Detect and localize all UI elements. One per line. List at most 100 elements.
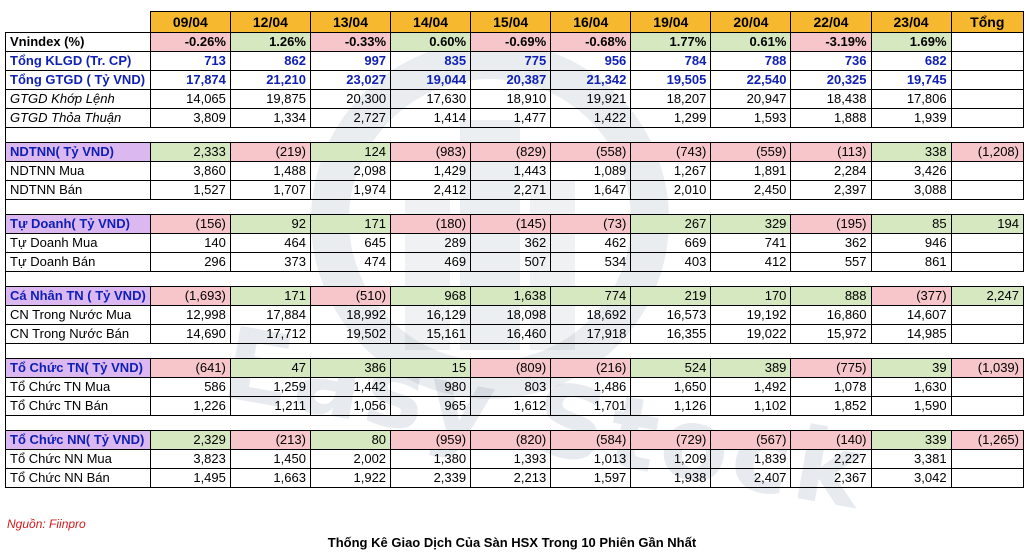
spacer-cell (5, 415, 151, 431)
value-cell: 861 (870, 252, 952, 272)
spacer-cell (470, 271, 551, 287)
value-cell: (729) (630, 430, 712, 450)
value-cell: 586 (149, 377, 231, 397)
row-label: CN Trong Nước Mua (5, 305, 151, 325)
value-cell: 1,211 (229, 396, 311, 416)
table-row: Tổ Chức TN Mua 586 1,259 1,442 980 803 1,486 1,… (5, 377, 1024, 397)
value-cell: 18,992 (309, 305, 392, 325)
value-cell: 124 (309, 142, 392, 162)
total-cell (950, 32, 1024, 52)
value-cell: 1,612 (470, 396, 552, 416)
spacer-cell (550, 271, 631, 287)
row-label: NDTNN Bán (5, 180, 151, 200)
value-cell: 524 (630, 358, 712, 378)
value-cell: 12,998 (149, 305, 231, 325)
value-cell: 1,422 (550, 108, 632, 128)
table-row: GTGD Khớp Lệnh 14,065 19,875 20,300 17,630 18… (5, 89, 1024, 109)
row-label: NDTNN( Tỷ VND) (5, 142, 151, 162)
value-cell: 1,299 (630, 108, 712, 128)
spacer-cell (630, 271, 711, 287)
row-label: Vnindex (%) (5, 32, 151, 52)
value-cell: 140 (149, 233, 231, 253)
row-label: Tổ Chức TN Bán (5, 396, 151, 416)
spacer-cell (390, 271, 471, 287)
value-cell: 741 (710, 233, 792, 253)
spacer-cell (630, 415, 711, 431)
value-cell: 557 (790, 252, 872, 272)
value-cell: 22,540 (710, 70, 792, 90)
table-row: NDTNN( Tỷ VND) 2,333 (219) 124 (983) (829) (55… (5, 142, 1024, 162)
value-cell: 2,412 (390, 180, 472, 200)
value-cell: 645 (309, 233, 392, 253)
value-cell: 0.61% (710, 32, 792, 52)
table-row: CN Trong Nước Mua 12,998 17,884 18,992 16,12… (5, 305, 1024, 325)
date-header: 23/04 (870, 11, 952, 33)
value-cell: (829) (470, 142, 552, 162)
value-cell: 2,010 (630, 180, 712, 200)
spacer-cell (230, 127, 311, 143)
value-cell: 965 (390, 396, 472, 416)
spacer-cell (150, 127, 231, 143)
spacer-row (5, 127, 1024, 143)
spacer-cell (630, 343, 711, 359)
value-cell: 92 (229, 214, 311, 234)
table-row: Tổ Chức TN Bán 1,226 1,211 1,056 965 1,612 1,7… (5, 396, 1024, 416)
value-cell: 1,126 (630, 396, 712, 416)
value-cell: (510) (309, 286, 392, 306)
total-cell (950, 161, 1024, 181)
value-cell: 171 (229, 286, 311, 306)
date-header: 20/04 (710, 11, 792, 33)
value-cell: 289 (390, 233, 472, 253)
value-cell: 389 (710, 358, 792, 378)
spacer-cell (390, 415, 471, 431)
value-cell: 20,300 (309, 89, 392, 109)
row-label: CN Trong Nước Bán (5, 324, 151, 344)
value-cell: (559) (710, 142, 792, 162)
value-cell: (195) (790, 214, 872, 234)
value-cell: 16,129 (390, 305, 472, 325)
value-cell: 1,450 (229, 449, 311, 469)
value-cell: 1,380 (390, 449, 472, 469)
value-cell: 1,013 (550, 449, 632, 469)
value-cell: 18,692 (550, 305, 632, 325)
value-cell: 2,213 (470, 468, 552, 488)
total-cell (950, 89, 1024, 109)
spacer-cell (710, 415, 791, 431)
value-cell: 464 (229, 233, 311, 253)
value-cell: 3,809 (149, 108, 231, 128)
value-cell: 1,527 (149, 180, 231, 200)
value-cell: 862 (229, 51, 311, 71)
value-cell: 362 (470, 233, 552, 253)
spacer-cell (310, 343, 391, 359)
value-cell: 2,271 (470, 180, 552, 200)
value-cell: 338 (870, 142, 952, 162)
table-row: NDTNN Bán 1,527 1,707 1,974 2,412 2,271 1,647 2… (5, 180, 1024, 200)
value-cell: 15,972 (790, 324, 872, 344)
value-cell: 1,638 (470, 286, 552, 306)
value-cell: 788 (710, 51, 792, 71)
value-cell: (983) (390, 142, 472, 162)
value-cell: 1,839 (710, 449, 792, 469)
spacer-cell (951, 415, 1024, 431)
spacer-cell (230, 199, 311, 215)
total-cell (950, 377, 1024, 397)
spacer-cell (550, 343, 631, 359)
value-cell: (213) (229, 430, 311, 450)
value-cell: 1,647 (550, 180, 632, 200)
total-cell: (1,265) (950, 430, 1024, 450)
table-row: NDTNN Mua 3,860 1,488 2,098 1,429 1,443 1,089 1… (5, 161, 1024, 181)
value-cell: 713 (149, 51, 231, 71)
value-cell: 14,065 (149, 89, 231, 109)
value-cell: 1,486 (550, 377, 632, 397)
date-header: 13/04 (309, 11, 392, 33)
spacer-cell (871, 415, 952, 431)
value-cell: 18,910 (470, 89, 552, 109)
spacer-cell (951, 127, 1024, 143)
date-header: 12/04 (229, 11, 311, 33)
value-cell: 219 (630, 286, 712, 306)
spacer-cell (310, 199, 391, 215)
value-cell: 1,334 (229, 108, 311, 128)
spacer-cell (310, 127, 391, 143)
value-cell: 1,477 (470, 108, 552, 128)
value-cell: 997 (309, 51, 392, 71)
